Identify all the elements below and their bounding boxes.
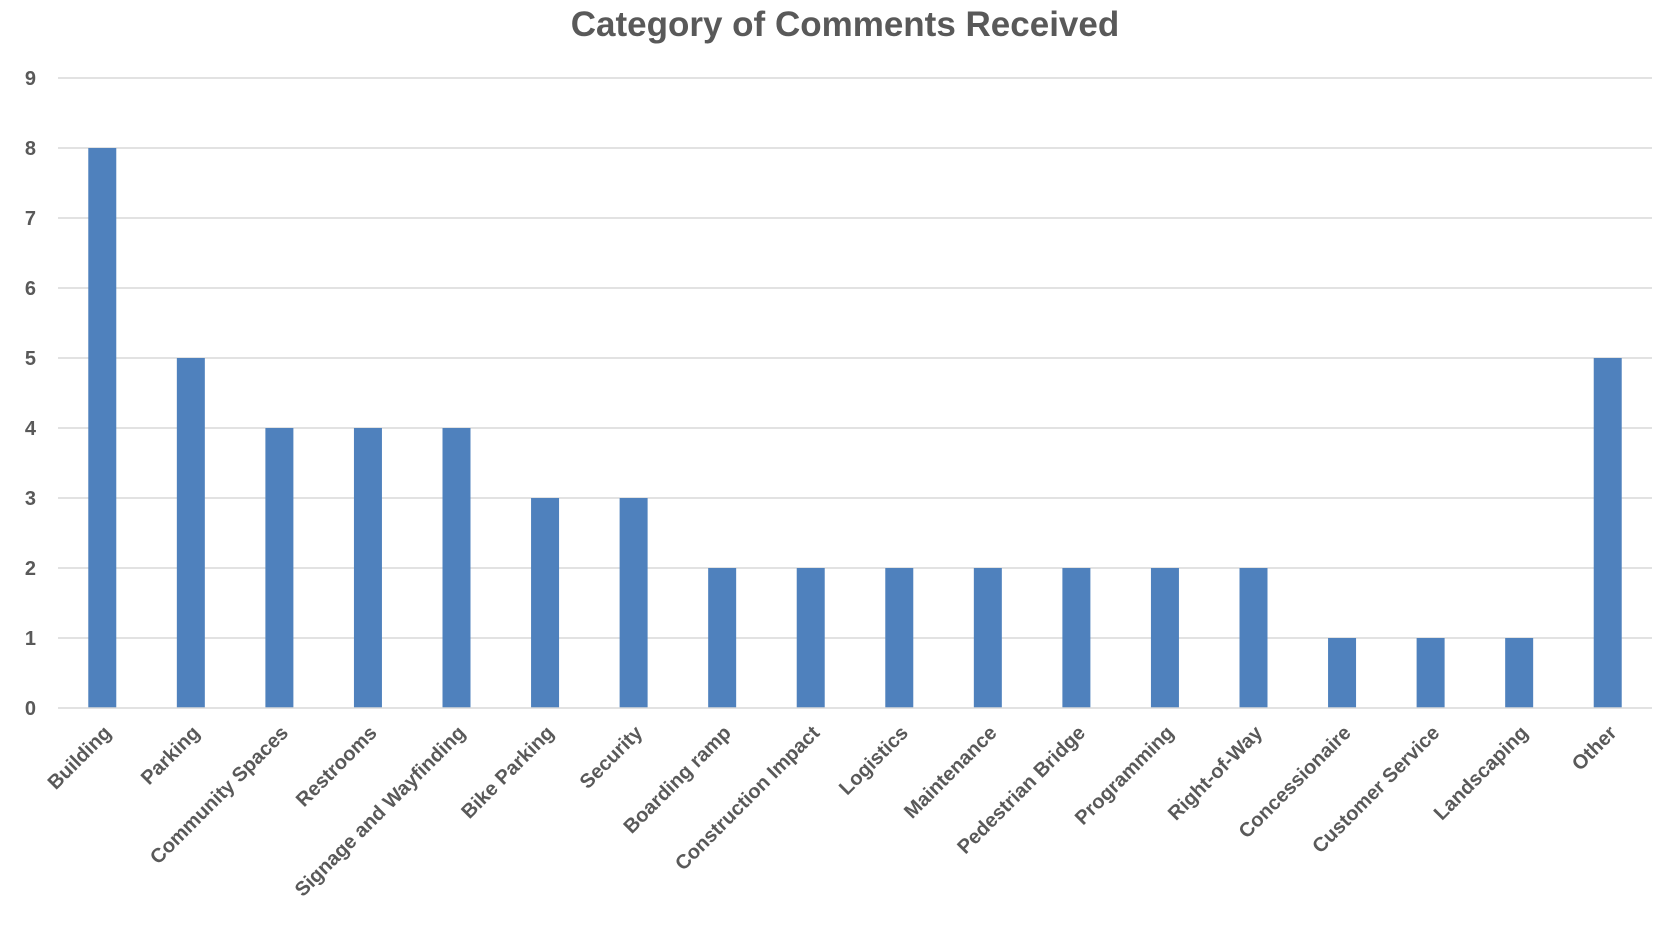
y-tick-label: 8 (25, 138, 36, 160)
x-tick-label: Logistics (835, 722, 913, 800)
bar-landscaping (1505, 638, 1534, 708)
x-tick-label: Construction Impact (671, 722, 824, 875)
bar-maintenance (973, 568, 1002, 708)
bar-signage-and-wayfinding (442, 428, 471, 708)
bar-concessionaire (1328, 638, 1357, 708)
bar-construction-impact (796, 568, 825, 708)
y-tick-label: 0 (25, 698, 36, 720)
x-tick-label: Building (44, 722, 116, 794)
bar-restrooms (353, 428, 382, 708)
bar-logistics (885, 568, 914, 708)
bar-community-spaces (265, 428, 294, 708)
gridlines (58, 77, 1652, 639)
bar-other (1593, 358, 1622, 708)
y-tick-label: 7 (25, 208, 36, 230)
bar-programming (1150, 568, 1179, 708)
x-tick-label: Other (1568, 722, 1621, 775)
x-tick-label: Security (576, 721, 648, 793)
bar-security (619, 498, 648, 708)
y-tick-label: 9 (25, 68, 36, 90)
bar-customer-service (1416, 638, 1445, 708)
bar-pedestrian-bridge (1062, 568, 1091, 708)
x-tick-label: Maintenance (900, 722, 1001, 823)
x-tick-label: Bike Parking (457, 722, 558, 823)
chart-title: Category of Comments Received (571, 5, 1119, 44)
y-axis-ticks: 0 1 2 3 4 5 6 7 8 9 (25, 68, 37, 720)
x-tick-label: Restrooms (292, 722, 381, 811)
x-tick-label: Parking (137, 722, 204, 789)
y-tick-label: 4 (25, 418, 37, 440)
bars (88, 148, 1622, 708)
bar-parking (176, 358, 205, 708)
bar-boarding-ramp (708, 568, 737, 708)
y-tick-label: 5 (25, 348, 36, 370)
y-tick-label: 3 (25, 488, 36, 510)
bar-right-of-way (1239, 568, 1268, 708)
y-tick-label: 2 (25, 558, 36, 580)
y-tick-label: 6 (25, 278, 36, 300)
y-tick-label: 1 (25, 628, 36, 650)
bar-building (88, 148, 117, 708)
x-tick-label: Landscaping (1430, 722, 1533, 825)
bar-bike-parking (531, 498, 560, 708)
x-tick-label: Signage and Wayfinding (291, 722, 470, 901)
